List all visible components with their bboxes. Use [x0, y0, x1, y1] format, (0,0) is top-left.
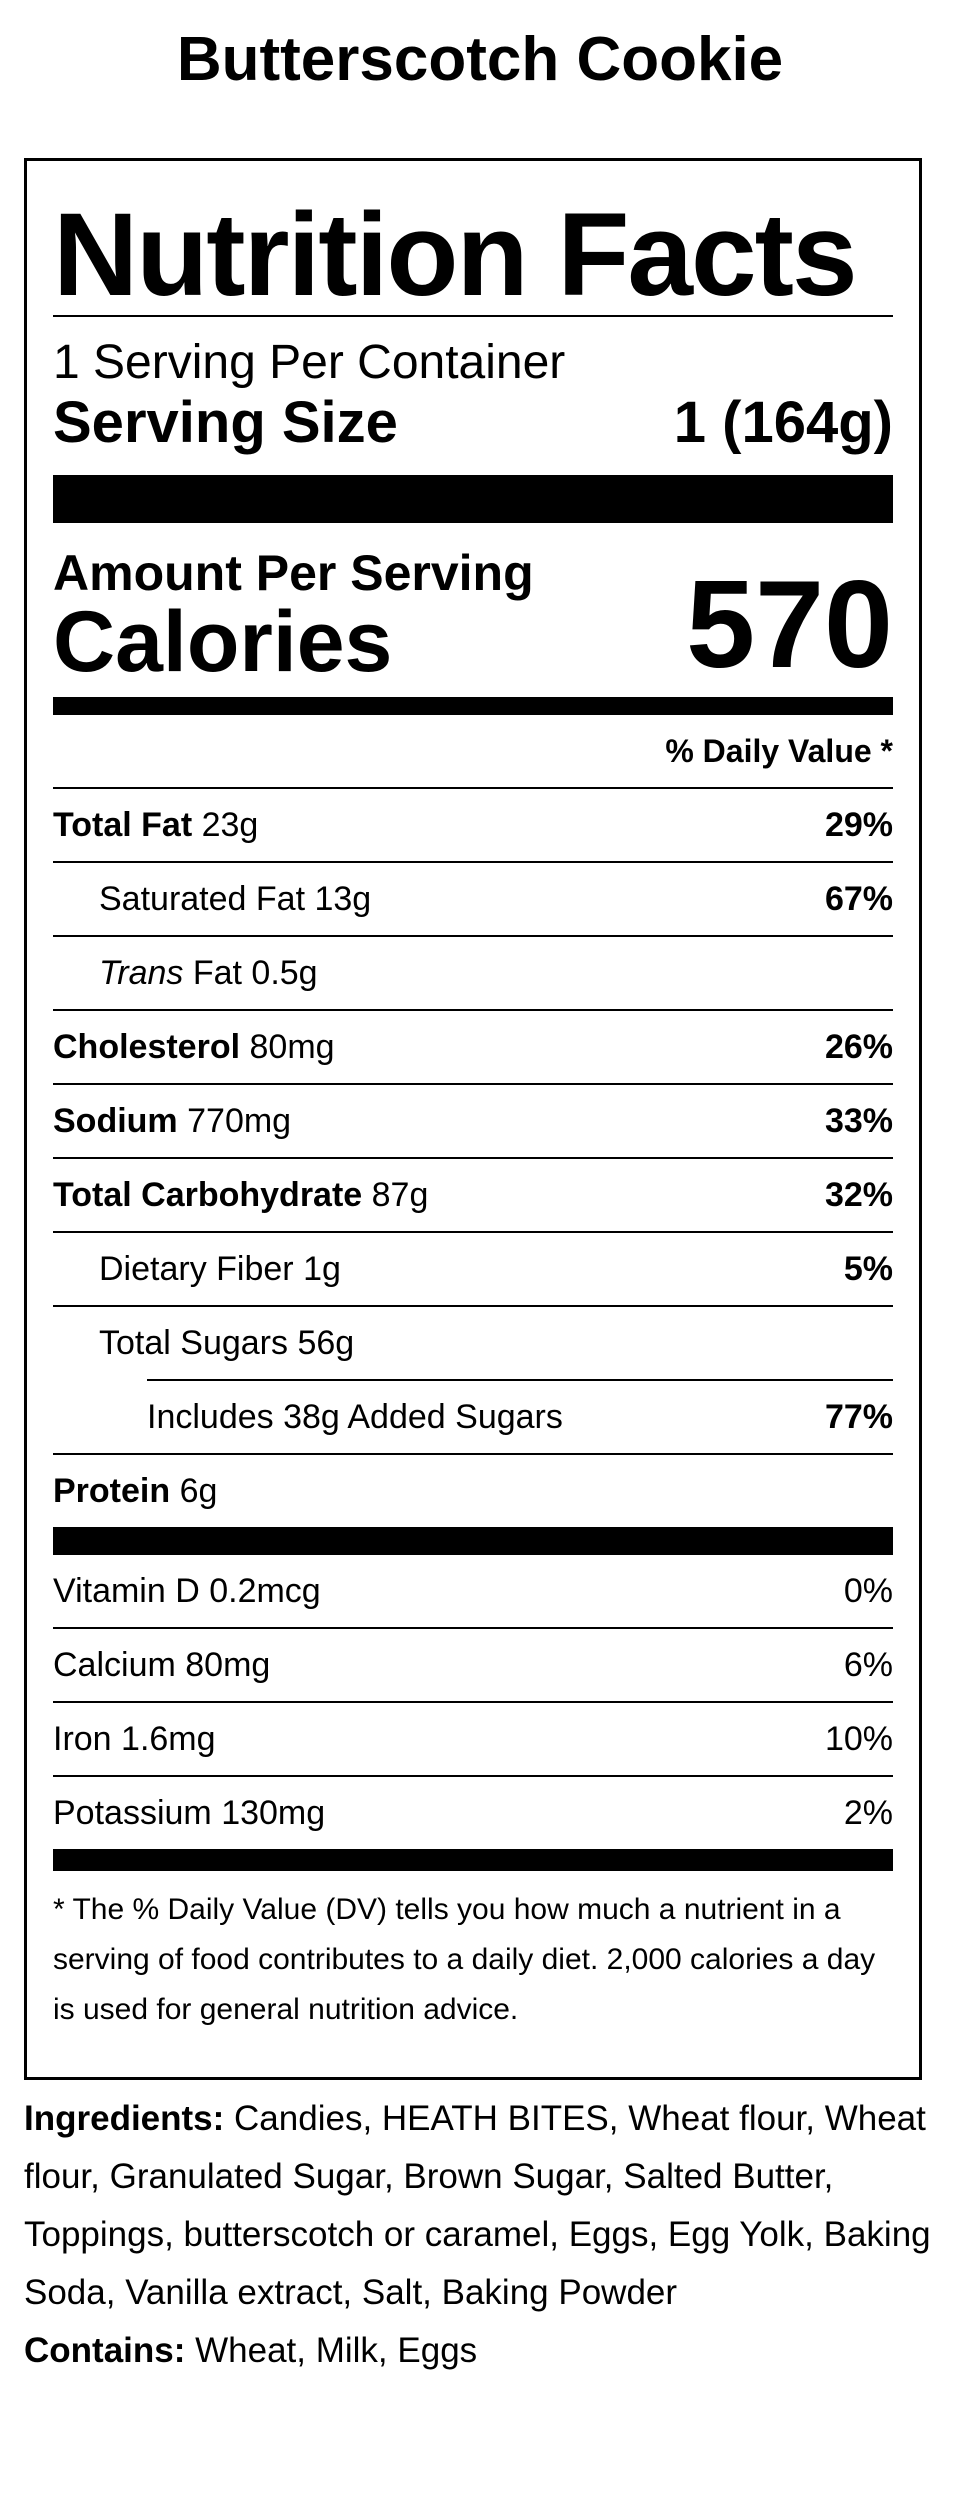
vitamin-amount: 1.6mg [121, 1719, 216, 1758]
vitamin-name: Calcium [53, 1645, 176, 1684]
nutrient-amount: 1g [303, 1249, 341, 1288]
nutrient-dv: 67% [824, 879, 893, 918]
vitamin-dv: 0% [843, 1571, 893, 1610]
ingredients-text: Candies, HEATH BITES, Wheat flour, Wheat… [24, 2099, 931, 2312]
footnote-divider [53, 1849, 893, 1871]
allergens: Contains: Wheat, Milk, Eggs [24, 2322, 936, 2380]
nutrient-row-saturated-fat: Saturated Fat 13g 67% [53, 861, 893, 935]
nutrient-amount: 56g [297, 1323, 355, 1362]
calories-section: Amount Per Serving Calories 570 [53, 523, 893, 697]
daily-value-header: % Daily Value * [665, 733, 893, 769]
nutrient-row-total-sugars: Total Sugars 56g [53, 1305, 893, 1379]
vitamin-dv: 2% [843, 1793, 893, 1832]
nutrient-name: Fat [192, 953, 242, 992]
nutrient-row-total-carbohydrate: Total Carbohydrate 87g 32% [53, 1157, 893, 1231]
nutrient-dv: 26% [824, 1027, 893, 1066]
nutrient-amount: 87g [371, 1175, 429, 1214]
vitamin-dv: 10% [824, 1719, 893, 1758]
nutrient-amount: 770mg [187, 1101, 292, 1140]
nutrient-row-protein: Protein 6g [53, 1453, 893, 1527]
nutrient-name: Protein [53, 1471, 171, 1510]
nutrition-facts-label: Nutrition Facts 1 Serving Per Container … [24, 158, 922, 2080]
calories-label: Calories [53, 594, 393, 690]
serving-size: Serving Size 1 (164g) [53, 391, 893, 455]
thick-divider [53, 475, 893, 523]
servings-per-container: 1 Serving Per Container [53, 336, 566, 389]
calories-value: 570 [686, 556, 893, 694]
vitamin-row-calcium: Calcium 80mg 6% [53, 1627, 893, 1701]
vitamin-row-iron: Iron 1.6mg 10% [53, 1701, 893, 1775]
serving-size-label: Serving Size [53, 390, 398, 455]
added-sugars-wrap: Includes 38g Added Sugars 77% [53, 1379, 893, 1453]
nutrient-row-cholesterol: Cholesterol 80mg 26% [53, 1009, 893, 1083]
vitamin-amount: 80mg [185, 1645, 271, 1684]
nutrient-name: Total Sugars [99, 1323, 288, 1362]
vitamin-dv: 6% [843, 1645, 893, 1684]
nutrient-row-trans-fat: Trans Fat 0.5g [53, 935, 893, 1009]
nutrient-amount: 0.5g [251, 953, 318, 992]
nutrient-row-total-fat: Total Fat 23g 29% [53, 787, 893, 861]
nutrition-facts-heading: Nutrition Facts [53, 189, 858, 321]
vitamin-row-potassium: Potassium 130mg 2% [53, 1775, 893, 1849]
product-title: Butterscotch Cookie [176, 25, 784, 94]
daily-value-footnote: * The % Daily Value (DV) tells you how m… [53, 1893, 876, 2026]
nutrient-dv: 29% [824, 805, 893, 844]
nutrient-name: Total Carbohydrate [53, 1175, 363, 1214]
nutrient-row-added-sugars: Includes 38g Added Sugars 77% [147, 1379, 893, 1453]
contains-label: Contains: [24, 2331, 186, 2370]
nutrient-name: Cholesterol [53, 1027, 241, 1066]
ingredients-label: Ingredients: [24, 2099, 225, 2138]
nutrient-row-dietary-fiber: Dietary Fiber 1g 5% [53, 1231, 893, 1305]
amount-per-serving: Amount Per Serving [53, 545, 534, 601]
vitamin-amount: 0.2mcg [209, 1571, 321, 1610]
nutrient-amount: 6g [179, 1471, 218, 1510]
contains-text: Wheat, Milk, Eggs [195, 2331, 478, 2370]
serving-size-value: 1 (164g) [673, 390, 893, 455]
nutrient-name: Saturated Fat [99, 879, 306, 918]
nutrient-dv: 77% [824, 1397, 893, 1436]
divider [53, 315, 893, 317]
nutrient-amount: 23g [201, 805, 259, 844]
vitamin-name: Iron [53, 1719, 112, 1758]
nutrient-amount: 80mg [249, 1027, 335, 1066]
nutrient-amount: 13g [314, 879, 372, 918]
vitamin-name: Vitamin D [53, 1571, 200, 1610]
nutrient-name: Includes 38g Added Sugars [147, 1397, 563, 1436]
nutrient-name: Total Fat [53, 805, 193, 844]
nutrient-dv: 5% [843, 1249, 893, 1288]
nutrient-dv: 33% [824, 1101, 893, 1140]
nutrient-name: Sodium [53, 1101, 178, 1140]
vitamin-name: Potassium [53, 1793, 212, 1832]
nutrient-dv: 32% [824, 1175, 893, 1214]
vitamin-row-vitamin-d: Vitamin D 0.2mcg 0% [53, 1555, 893, 1627]
ingredients-list: Ingredients: Candies, HEATH BITES, Wheat… [24, 2090, 936, 2322]
ingredients-section: Ingredients: Candies, HEATH BITES, Wheat… [24, 2090, 936, 2380]
nutrient-row-sodium: Sodium 770mg 33% [53, 1083, 893, 1157]
nutrient-name-italic: Trans [99, 953, 184, 992]
vitamin-amount: 130mg [221, 1793, 326, 1832]
nutrient-name: Dietary Fiber [99, 1249, 294, 1288]
vitamins-divider [53, 1527, 893, 1555]
medium-divider [53, 697, 893, 715]
